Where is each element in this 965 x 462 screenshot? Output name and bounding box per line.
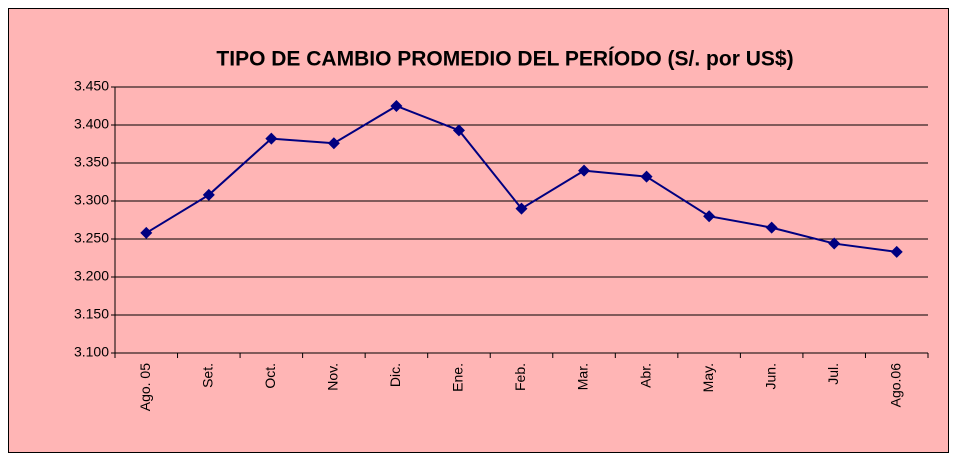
x-tick-label: Ago.06 [887, 363, 903, 408]
y-tick-label: 3.300 [74, 192, 109, 208]
data-point [265, 132, 278, 145]
data-point [452, 124, 465, 137]
data-point [703, 210, 716, 223]
y-tick-label: 3.450 [74, 78, 109, 94]
y-tick-label: 3.200 [74, 268, 109, 284]
x-tick-label: May. [700, 363, 716, 392]
chart-title: TIPO DE CAMBIO PROMEDIO DEL PERÍODO (S/.… [216, 48, 793, 71]
data-point [640, 170, 653, 183]
x-tick-label: Jun. [762, 363, 778, 389]
x-tick-label: Feb. [512, 363, 528, 391]
y-tick-label: 3.250 [74, 230, 109, 246]
data-point [327, 137, 340, 150]
x-tick-label: Nov. [325, 363, 341, 391]
x-tick-label: Jul. [825, 363, 841, 385]
data-point [765, 221, 778, 234]
y-tick-label: 3.150 [74, 306, 109, 322]
x-tick-label: Set. [200, 363, 216, 388]
x-tick-label: Dic. [387, 363, 403, 387]
data-point [890, 245, 903, 258]
data-point [140, 226, 153, 239]
x-tick-label: Mar. [575, 363, 591, 390]
x-tick-label: Ago. 05 [137, 363, 153, 411]
data-point [390, 100, 403, 112]
y-tick-label: 3.350 [74, 154, 109, 170]
x-tick-label: Abr. [637, 363, 653, 388]
y-tick-label: 3.400 [74, 116, 109, 132]
data-point [828, 237, 841, 250]
x-tick-label: Oct. [262, 363, 278, 389]
x-tick-label: Ene. [450, 363, 466, 392]
data-point [515, 202, 528, 215]
chart-background [8, 8, 949, 453]
y-tick-label: 3.100 [74, 344, 109, 360]
data-point [202, 188, 215, 201]
data-point [578, 164, 591, 177]
